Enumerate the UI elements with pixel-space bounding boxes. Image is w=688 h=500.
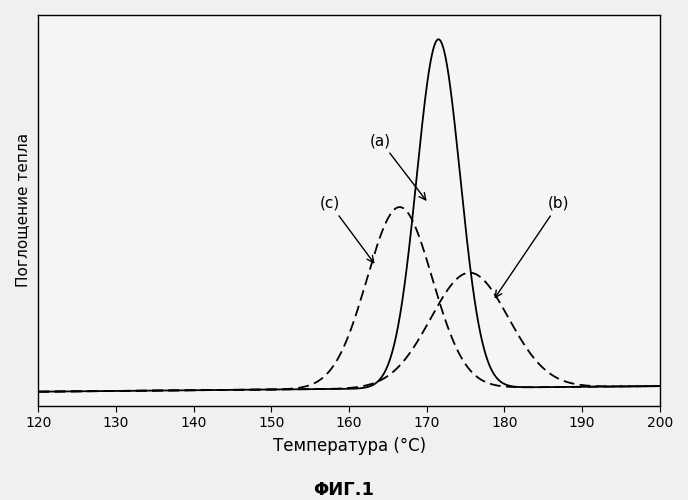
- Text: (b): (b): [495, 196, 570, 298]
- X-axis label: Температура (°C): Температура (°C): [272, 437, 426, 455]
- Text: (c): (c): [319, 196, 374, 262]
- Y-axis label: Поглощение тепла: Поглощение тепла: [15, 134, 30, 288]
- Text: ΦИГ.1: ΦИГ.1: [314, 481, 374, 499]
- Text: (a): (a): [369, 133, 426, 200]
